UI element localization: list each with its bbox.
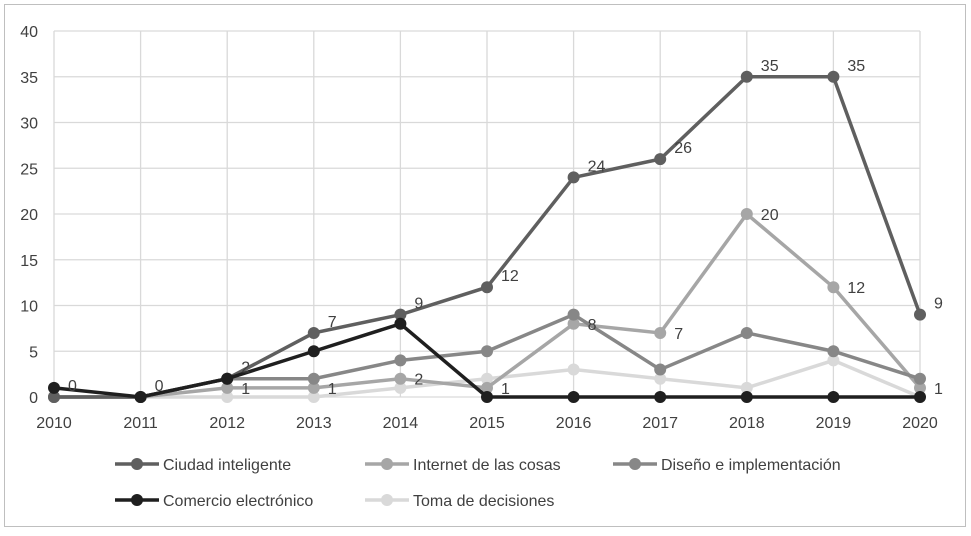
data-point bbox=[654, 363, 667, 376]
data-point bbox=[134, 391, 147, 403]
x-tick-label: 2020 bbox=[902, 415, 938, 432]
x-tick-label: 2015 bbox=[469, 415, 505, 432]
data-point bbox=[567, 317, 580, 330]
data-label: 0 bbox=[68, 378, 77, 395]
legend-label: Toma de decisiones bbox=[413, 493, 554, 510]
data-label: 26 bbox=[674, 140, 692, 157]
y-tick-label: 15 bbox=[20, 253, 38, 270]
data-point bbox=[307, 391, 320, 403]
data-label: 2 bbox=[241, 360, 250, 377]
data-point bbox=[567, 391, 580, 403]
data-label: 1 bbox=[328, 381, 337, 398]
y-tick-label: 25 bbox=[20, 161, 38, 178]
data-point bbox=[481, 391, 493, 403]
data-point bbox=[827, 391, 840, 403]
data-point bbox=[740, 391, 753, 403]
data-point bbox=[394, 354, 407, 367]
data-label: 35 bbox=[761, 58, 779, 75]
y-tick-label: 30 bbox=[20, 116, 38, 133]
x-tick-label: 2013 bbox=[296, 415, 332, 432]
chart-border bbox=[4, 4, 966, 527]
data-label: 12 bbox=[847, 280, 865, 297]
x-tick-label: 2014 bbox=[383, 415, 419, 432]
data-point bbox=[221, 391, 234, 403]
data-point bbox=[307, 345, 320, 358]
data-point bbox=[914, 391, 926, 403]
data-point bbox=[481, 281, 493, 294]
y-tick-label: 20 bbox=[20, 207, 38, 224]
data-point bbox=[481, 381, 493, 394]
data-point bbox=[394, 372, 407, 385]
data-label: 1 bbox=[241, 381, 250, 398]
legend-marker-icon bbox=[629, 458, 641, 470]
data-point bbox=[740, 326, 753, 339]
y-tick-label: 35 bbox=[20, 70, 38, 87]
data-label: 7 bbox=[328, 314, 337, 331]
legend-label: Internet de las cosas bbox=[413, 457, 561, 474]
legend-label: Comercio electrónico bbox=[163, 493, 313, 510]
data-point bbox=[654, 326, 667, 339]
data-label: 9 bbox=[934, 296, 943, 313]
data-label: 7 bbox=[674, 326, 683, 343]
data-label: 8 bbox=[588, 317, 597, 334]
data-point bbox=[654, 153, 667, 166]
data-label: 24 bbox=[588, 158, 606, 175]
data-point bbox=[48, 391, 60, 403]
data-point bbox=[221, 381, 234, 394]
data-point bbox=[914, 381, 926, 394]
data-point bbox=[481, 345, 493, 358]
legend-marker-icon bbox=[131, 494, 143, 506]
legend-marker-icon bbox=[381, 494, 393, 506]
data-label: 0 bbox=[155, 378, 164, 395]
y-tick-label: 10 bbox=[20, 299, 38, 316]
legend-marker-icon bbox=[131, 458, 143, 470]
data-point bbox=[827, 281, 840, 294]
data-point bbox=[654, 391, 667, 403]
data-point bbox=[827, 70, 840, 83]
data-point bbox=[481, 372, 493, 385]
data-point bbox=[394, 308, 407, 321]
data-point bbox=[307, 381, 320, 394]
data-point bbox=[740, 208, 753, 220]
data-point bbox=[221, 372, 234, 385]
data-label: 9 bbox=[414, 296, 423, 313]
x-tick-label: 2016 bbox=[556, 415, 592, 432]
legend-label: Diseño e implementación bbox=[661, 457, 841, 474]
data-point bbox=[48, 381, 60, 394]
data-label: 2 bbox=[414, 372, 423, 389]
data-label: 1 bbox=[501, 381, 510, 398]
data-point bbox=[914, 308, 926, 321]
data-point bbox=[827, 354, 840, 367]
x-tick-label: 2010 bbox=[36, 415, 72, 432]
data-point bbox=[740, 70, 753, 83]
data-label: 1 bbox=[934, 381, 943, 398]
y-tick-label: 40 bbox=[20, 24, 38, 41]
x-tick-label: 2019 bbox=[816, 415, 852, 432]
data-point bbox=[740, 381, 753, 394]
data-label: 35 bbox=[847, 58, 865, 75]
x-tick-label: 2018 bbox=[729, 415, 765, 432]
x-tick-label: 2017 bbox=[642, 415, 678, 432]
data-point bbox=[394, 381, 407, 394]
data-point bbox=[307, 372, 320, 385]
data-point bbox=[567, 171, 580, 184]
data-point bbox=[827, 345, 840, 358]
legend-label: Ciudad inteligente bbox=[163, 457, 291, 474]
data-label: 12 bbox=[501, 268, 519, 285]
x-tick-label: 2011 bbox=[123, 415, 158, 432]
data-point bbox=[567, 308, 580, 321]
x-tick-label: 2012 bbox=[209, 415, 245, 432]
data-point bbox=[307, 326, 320, 339]
data-point bbox=[914, 372, 926, 385]
data-point bbox=[654, 372, 667, 385]
y-tick-label: 5 bbox=[29, 344, 38, 361]
data-point bbox=[567, 363, 580, 376]
data-point bbox=[394, 317, 407, 330]
data-label: 20 bbox=[761, 207, 779, 224]
y-tick-label: 0 bbox=[29, 390, 38, 407]
legend-marker-icon bbox=[381, 458, 393, 470]
